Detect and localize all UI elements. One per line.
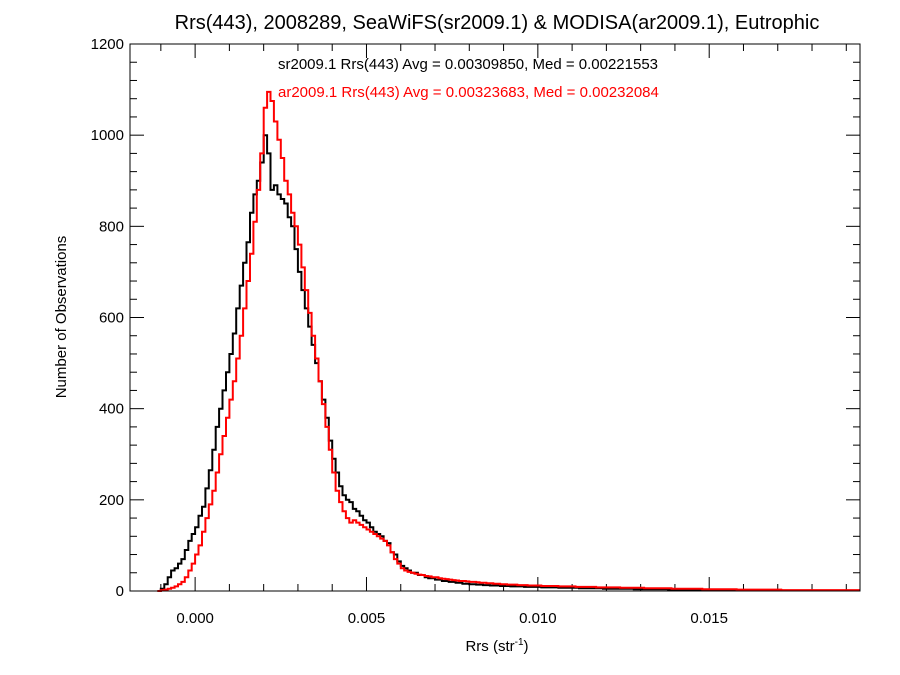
chart-title: Rrs(443), 2008289, SeaWiFS(sr2009.1) & M…	[175, 12, 820, 34]
annotation-sr2009: sr2009.1 Rrs(443) Avg = 0.00309850, Med …	[278, 56, 658, 73]
x-axis-label-main: Rrs (str	[465, 638, 514, 655]
y-tick-label: 0	[116, 583, 124, 600]
x-tick-label: 0.000	[176, 610, 214, 627]
x-tick-label: 0.010	[519, 610, 557, 627]
y-tick-label: 600	[99, 310, 124, 327]
y-tick-label: 800	[99, 218, 124, 235]
y-tick-label: 200	[99, 492, 124, 509]
histogram-series	[157, 90, 860, 592]
histogram-line-sr2009	[157, 134, 860, 592]
x-axis-label-close: )	[524, 638, 529, 655]
y-tick-label: 400	[99, 401, 124, 418]
y-tick-labels: 0 200 400 600 800 1000 1200	[91, 36, 124, 600]
x-tick-label: 0.005	[348, 610, 386, 627]
y-axis-label: Number of Observations	[53, 236, 70, 399]
x-axis-label: Rrs (str-1)	[465, 637, 528, 655]
histogram-line-ar2009	[157, 90, 860, 592]
y-tick-label: 1200	[91, 36, 124, 53]
x-tick-label: 0.015	[690, 610, 728, 627]
plot-frame	[129, 43, 861, 592]
y-tick-label: 1000	[91, 127, 124, 144]
x-tick-labels: 0.000 0.005 0.010 0.015	[176, 610, 728, 627]
x-axis-label-sup: -1	[515, 637, 524, 648]
annotation-ar2009: ar2009.1 Rrs(443) Avg = 0.00323683, Med …	[278, 84, 659, 101]
axis-ticks	[130, 43, 860, 592]
